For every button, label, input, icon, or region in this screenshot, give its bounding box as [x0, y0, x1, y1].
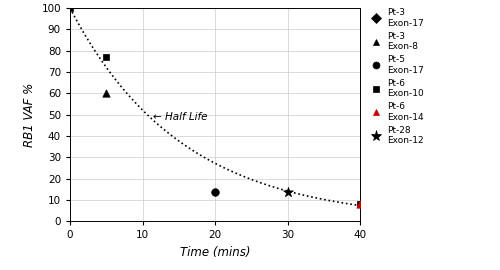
- Text: ← Half Life: ← Half Life: [154, 112, 208, 122]
- Point: [356, 202, 364, 207]
- Point: [211, 189, 219, 194]
- Point: [284, 189, 292, 194]
- Point: [356, 202, 364, 207]
- X-axis label: Time (mins): Time (mins): [180, 246, 250, 259]
- Point: [66, 6, 74, 10]
- Point: [102, 91, 110, 96]
- Y-axis label: RB1 VAF %: RB1 VAF %: [23, 83, 36, 147]
- Legend: Pt-3
Exon-17, Pt-3
Exon-8, Pt-5
Exon-17, Pt-6
Exon-10, Pt-6
Exon-14, Pt-28
Exon-: Pt-3 Exon-17, Pt-3 Exon-8, Pt-5 Exon-17,…: [368, 8, 424, 145]
- Point: [102, 55, 110, 59]
